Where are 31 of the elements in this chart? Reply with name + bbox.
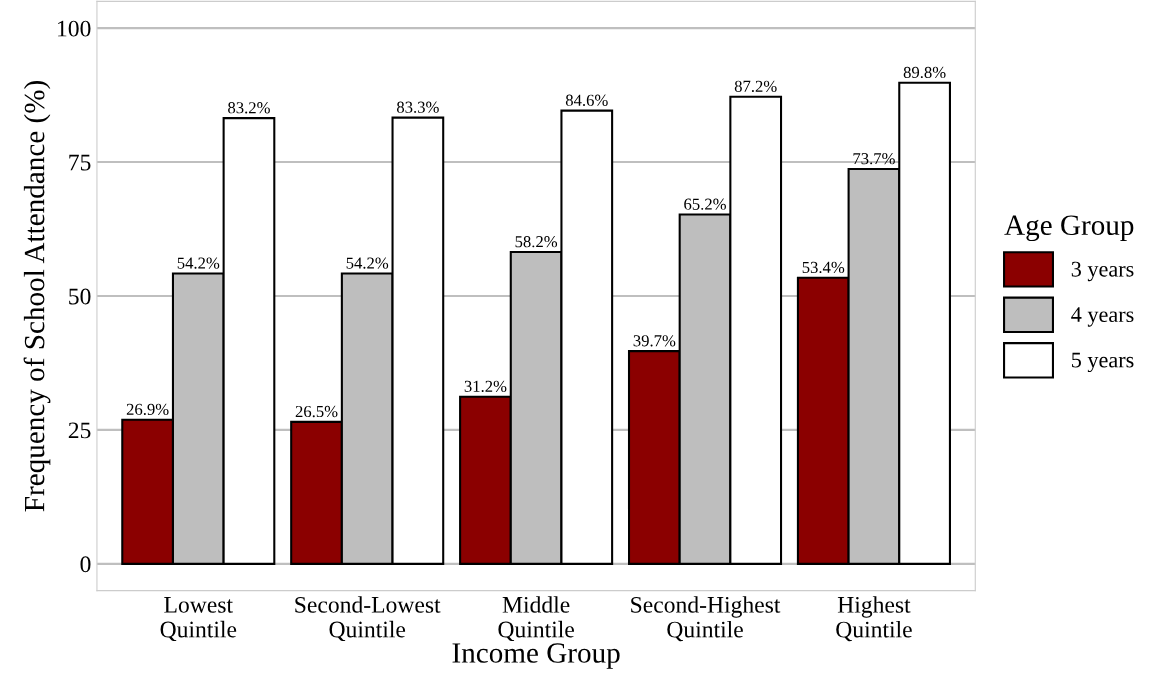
- data-label: 89.8%: [903, 66, 946, 79]
- x-tick-label: Middle Quintile: [498, 596, 574, 642]
- data-label: 83.3%: [396, 101, 439, 113]
- data-label: 58.2%: [515, 236, 558, 248]
- y-tick-label: 75: [69, 154, 91, 171]
- y-axis-title: Frequency of School Attendance (%): [23, 81, 51, 512]
- x-tick-label: Lowest Quintile: [160, 597, 237, 642]
- data-label: 73.7%: [853, 153, 895, 165]
- legend-label: 3 years: [1071, 261, 1134, 282]
- data-label: 53.4%: [802, 261, 845, 274]
- data-label: 54.2%: [177, 257, 220, 269]
- data-label: 65.2%: [684, 198, 726, 210]
- data-label: 83.2%: [228, 102, 270, 114]
- y-tick-label: 50: [69, 288, 91, 305]
- y-tick-label: 0: [80, 556, 91, 573]
- legend-label: 4 years: [1071, 307, 1134, 327]
- x-axis-title: Income Group: [452, 643, 620, 669]
- y-tick-label: 25: [68, 422, 91, 439]
- legend-label: 5 years: [1072, 352, 1134, 373]
- data-label: 87.2%: [734, 80, 777, 92]
- data-label: 84.6%: [565, 94, 608, 106]
- data-label: 31.2%: [464, 380, 507, 392]
- legend-title: Age Group: [1004, 215, 1134, 242]
- data-label: 54.2%: [346, 257, 389, 269]
- data-label: 26.9%: [126, 403, 169, 416]
- y-tick-label: 100: [58, 20, 91, 37]
- x-tick-label: Second-Highest Quintile: [631, 596, 781, 642]
- x-tick-label: Highest Quintile: [836, 596, 912, 642]
- data-label: 39.7%: [633, 335, 676, 347]
- data-label: 26.5%: [295, 405, 338, 418]
- x-tick-label: Second-Lowest Quintile: [295, 596, 441, 642]
